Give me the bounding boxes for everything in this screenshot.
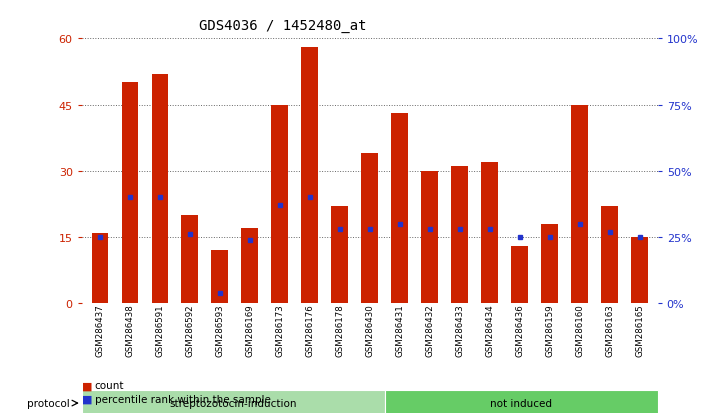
Text: GSM286430: GSM286430 [365,304,374,356]
Text: GSM286431: GSM286431 [395,304,405,356]
Bar [511,246,528,304]
Text: GSM286173: GSM286173 [275,304,284,356]
Bar [92,233,108,304]
Bar [481,163,498,304]
Bar [542,224,558,304]
Text: GSM286591: GSM286591 [155,304,164,356]
Text: GSM286178: GSM286178 [335,304,344,356]
Bar [572,105,588,304]
Bar [451,167,468,304]
Text: GSM286433: GSM286433 [455,304,464,356]
Text: ■: ■ [82,394,92,404]
Bar [122,83,138,304]
Bar [631,237,648,304]
Text: protocol: protocol [28,398,70,408]
Text: GSM286165: GSM286165 [635,304,644,356]
Bar [151,74,168,304]
Text: GSM286434: GSM286434 [485,304,494,356]
Bar [82,390,385,413]
Text: GSM286159: GSM286159 [545,304,554,356]
Text: GSM286437: GSM286437 [95,304,105,356]
Bar [385,390,658,413]
Bar [242,229,258,304]
Text: ■: ■ [82,380,92,390]
Text: GSM286160: GSM286160 [575,304,584,356]
Text: GSM286169: GSM286169 [245,304,255,356]
Text: GSM286436: GSM286436 [515,304,524,356]
Bar [392,114,408,304]
Text: GSM286432: GSM286432 [425,304,434,356]
Text: GSM286592: GSM286592 [186,304,194,356]
Text: streptozotocin-induction: streptozotocin-induction [169,398,297,408]
Bar [422,171,438,304]
Text: GSM286438: GSM286438 [125,304,134,356]
Bar [301,48,318,304]
Bar [331,206,348,304]
Bar [361,154,378,304]
Bar [602,206,618,304]
Bar [272,105,288,304]
Text: GSM286176: GSM286176 [305,304,314,356]
Text: GDS4036 / 1452480_at: GDS4036 / 1452480_at [199,19,367,33]
Bar [181,216,198,304]
Text: GSM286593: GSM286593 [215,304,224,356]
Text: percentile rank within the sample: percentile rank within the sample [95,394,270,404]
Text: not induced: not induced [491,398,552,408]
Text: GSM286163: GSM286163 [605,304,614,356]
Bar [211,251,228,304]
Text: count: count [95,380,124,390]
